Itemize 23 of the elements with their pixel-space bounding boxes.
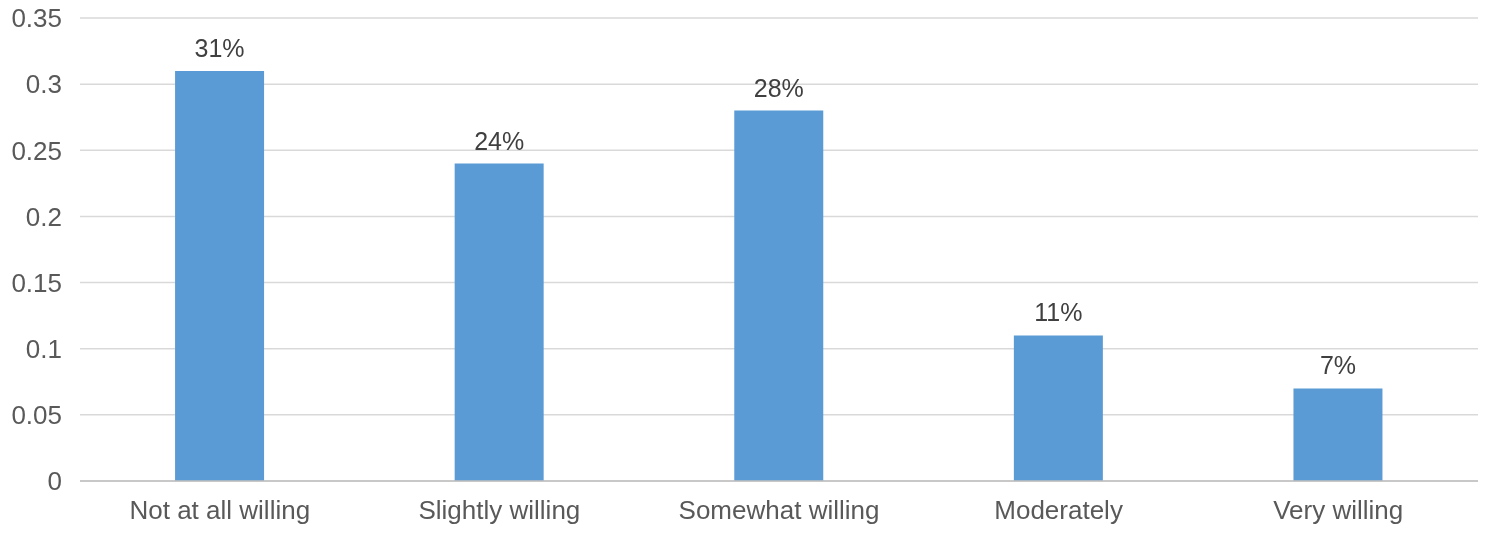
y-tick-label: 0.35: [11, 3, 62, 34]
data-label: 24%: [474, 126, 525, 155]
data-label: 31%: [194, 33, 245, 62]
y-tick-label: 0.05: [11, 400, 62, 431]
y-tick-label: 0.3: [25, 69, 62, 100]
data-label: 7%: [1319, 351, 1357, 380]
bar: [454, 163, 544, 481]
data-label: 28%: [753, 73, 804, 102]
y-tick-label: 0.15: [11, 267, 62, 298]
bar: [1013, 335, 1103, 481]
x-tick-label: Very willing: [1273, 495, 1404, 526]
y-tick-label: 0.1: [25, 333, 62, 364]
bar: [1293, 388, 1383, 481]
x-tick-label: Slightly willing: [418, 495, 581, 526]
bar: [175, 70, 265, 481]
x-tick-label: Moderately: [994, 495, 1123, 526]
bar: [734, 110, 824, 481]
x-tick-label: Somewhat willing: [678, 495, 880, 526]
x-tick-label: Not at all willing: [129, 495, 311, 526]
y-tick-label: 0.2: [25, 201, 62, 232]
y-tick-label: 0: [47, 466, 62, 497]
y-tick-label: 0.25: [11, 135, 62, 166]
data-label: 11%: [1034, 298, 1083, 327]
